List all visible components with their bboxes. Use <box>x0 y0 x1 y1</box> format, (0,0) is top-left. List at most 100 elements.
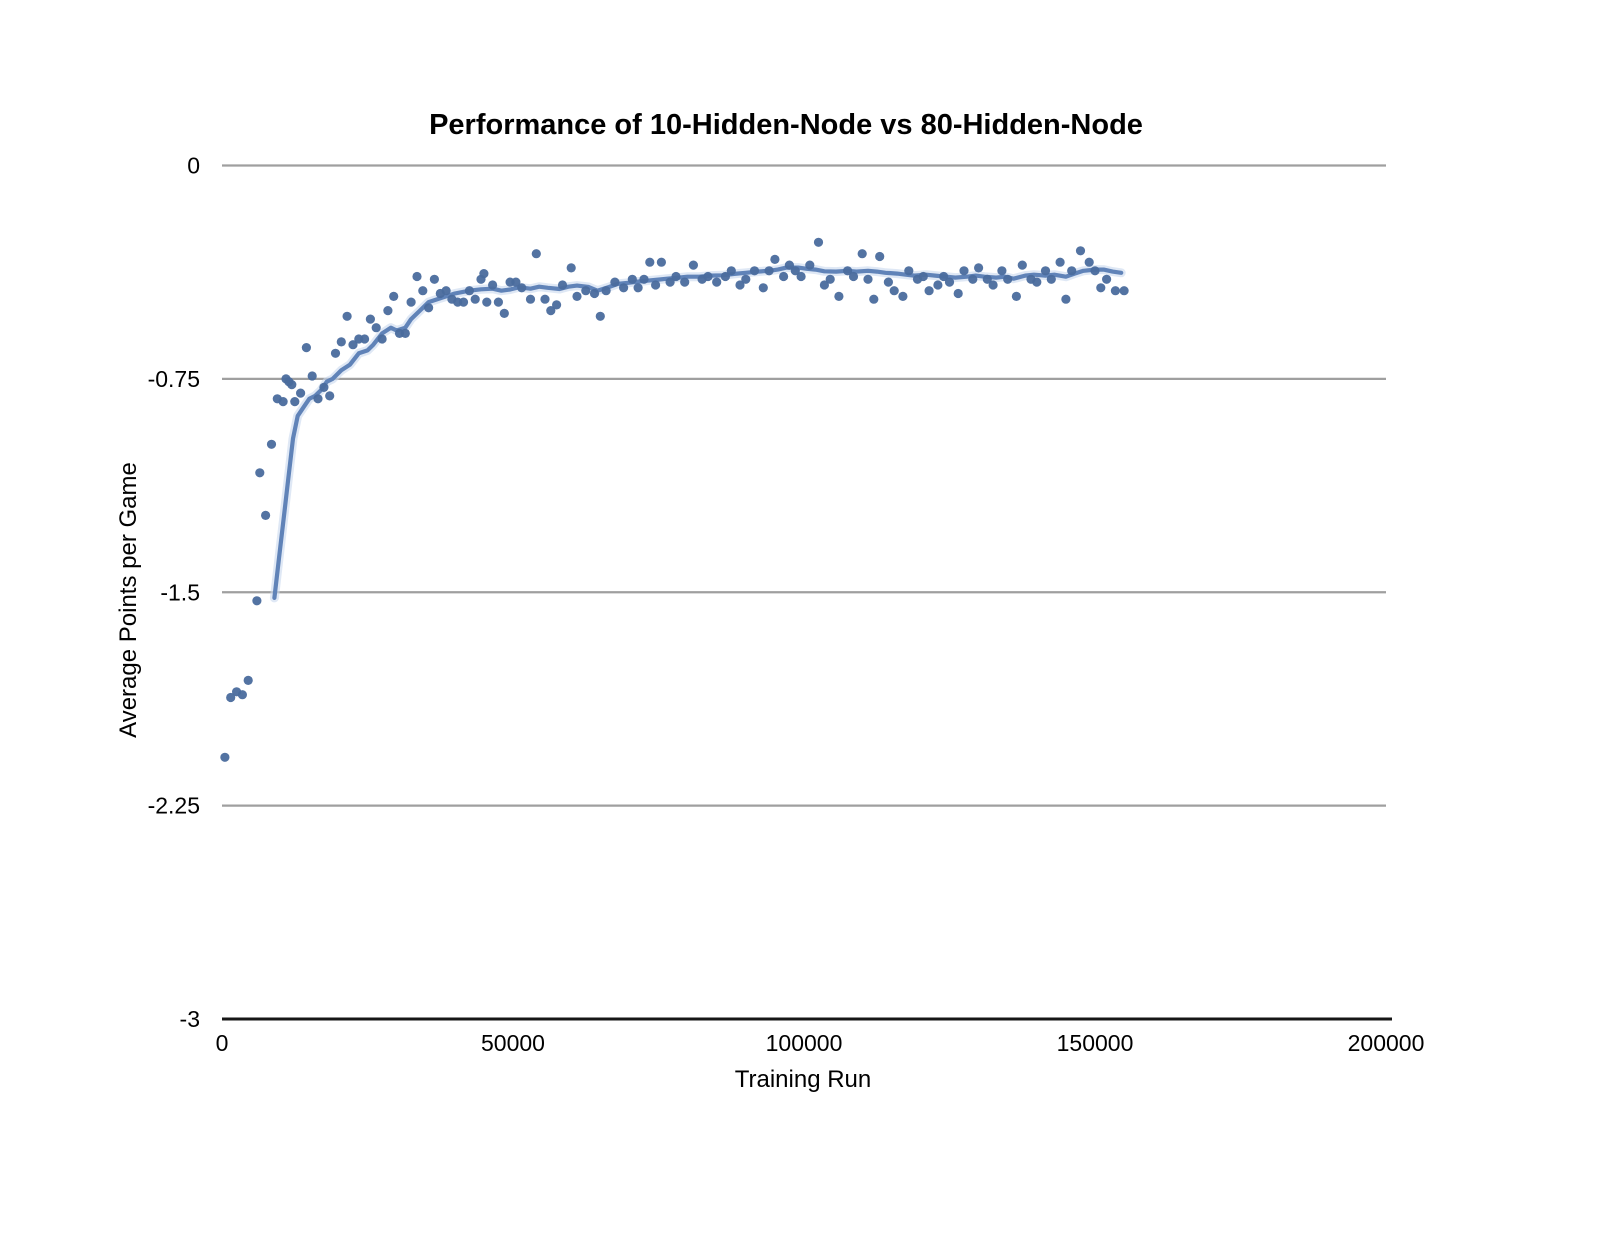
scatter-dot <box>601 286 611 296</box>
scatter-dot <box>869 294 879 304</box>
scatter-dot <box>1032 277 1042 287</box>
scatter-dot <box>939 271 949 282</box>
scatter-dot <box>805 260 815 270</box>
scatter-dot <box>749 266 760 276</box>
scatter-dot <box>278 397 288 407</box>
scatter-dot <box>325 391 335 401</box>
scatter-dot <box>1017 260 1027 270</box>
scatter-dot <box>813 237 824 247</box>
scatter-dot <box>424 303 434 313</box>
x-tick-label: 200000 <box>1348 1030 1425 1056</box>
scatter-dot <box>261 510 271 520</box>
scatter-dot <box>400 328 410 338</box>
scatter-dot <box>857 249 867 259</box>
scatter-dot <box>581 286 591 296</box>
scatter-dot <box>1075 246 1086 256</box>
scatter-dot <box>330 348 341 358</box>
scatter-dot <box>266 439 277 449</box>
scatter-dot <box>566 263 576 273</box>
scatter-dot <box>671 271 681 282</box>
scatter-dot <box>726 266 736 276</box>
scatter-dot <box>313 394 323 404</box>
scatter-dot <box>389 291 399 301</box>
scatter-dot <box>557 280 568 290</box>
scatter-dot <box>371 323 381 333</box>
trend-line-group <box>269 263 1126 603</box>
scatter-dot <box>517 283 527 293</box>
y-tick-label: -3 <box>180 1006 200 1032</box>
scatter-dot <box>735 280 745 290</box>
scatter-dot <box>790 266 800 276</box>
scatter-dot <box>493 297 503 307</box>
scatter-dot <box>1046 274 1056 284</box>
scatter-dot <box>255 468 265 478</box>
trend-line-halo <box>269 263 1126 603</box>
scatter-dot <box>651 280 661 290</box>
y-tick-label: -0.75 <box>148 366 200 392</box>
scatter-dot <box>619 283 629 293</box>
scatter-dot <box>243 675 253 686</box>
scatter-dot <box>944 277 955 287</box>
scatter-dot <box>336 337 346 347</box>
scatter-dot <box>633 283 643 293</box>
scatter-dot <box>924 286 934 296</box>
scatter-dot <box>412 271 422 282</box>
scatter-dot <box>968 274 978 284</box>
y-tick-label: -1.5 <box>160 579 200 605</box>
scatter-dot <box>482 297 492 307</box>
scatter-dot <box>688 260 699 270</box>
scatter-dot <box>610 277 620 287</box>
scatter-dot <box>1102 274 1112 284</box>
scatter-dot <box>531 249 541 259</box>
scatter-dot <box>1090 266 1100 276</box>
scatter-dot <box>918 271 928 282</box>
scatter-dot <box>1084 257 1094 267</box>
scatter-dot <box>226 692 236 703</box>
scatter-dot <box>1119 286 1129 296</box>
y-tick-labels: 0 -0.75 -1.5 -2.25 -3 <box>148 153 200 1033</box>
scatter-dot <box>290 397 300 407</box>
scatter-dot <box>997 266 1007 276</box>
scatter-dot <box>834 291 844 301</box>
scatter-dot <box>301 343 311 353</box>
scatter-dot <box>741 274 751 284</box>
scatter-dot <box>319 382 329 392</box>
scatter-dot <box>959 266 969 276</box>
scatter-dot <box>572 291 582 301</box>
scatter-dot <box>825 274 835 284</box>
scatter-dot <box>296 388 306 398</box>
scatter-dot <box>377 334 387 344</box>
scatter-dot <box>883 277 894 287</box>
scatter-dot <box>796 271 806 282</box>
x-tick-label: 100000 <box>766 1030 843 1056</box>
scatter-dot <box>552 300 562 310</box>
scatter-dot <box>383 306 393 316</box>
scatter-dot <box>703 271 713 282</box>
scatter-dot <box>470 294 480 304</box>
x-tick-label: 150000 <box>1057 1030 1134 1056</box>
scatter-dot <box>819 280 830 290</box>
y-tick-label: -2.25 <box>148 793 200 819</box>
scatter-dot <box>540 294 550 304</box>
scatter-dot <box>252 596 262 606</box>
scatter-dot <box>904 266 914 276</box>
scatter-dot <box>758 283 768 293</box>
scatter-dot <box>348 340 358 350</box>
scatter-dot <box>1003 274 1013 284</box>
scatter-dot <box>848 271 859 282</box>
x-axis-title: Training Run <box>734 1066 872 1093</box>
scatter-dot <box>933 280 943 290</box>
scatter-dot <box>784 260 795 270</box>
scatter-dot <box>645 257 655 267</box>
scatter-dot <box>365 314 375 324</box>
scatter-dot <box>863 274 873 284</box>
scatter-dot <box>458 297 469 307</box>
gridlines <box>222 164 1392 1021</box>
x-tick-label: 50000 <box>481 1030 545 1056</box>
scatter-dot <box>770 254 780 264</box>
scatter-dot <box>982 274 992 284</box>
scatter-dot <box>1110 286 1120 296</box>
scatter-dot <box>1096 283 1106 293</box>
x-tick-labels: 0 50000 100000 150000 200000 <box>216 1030 1425 1056</box>
